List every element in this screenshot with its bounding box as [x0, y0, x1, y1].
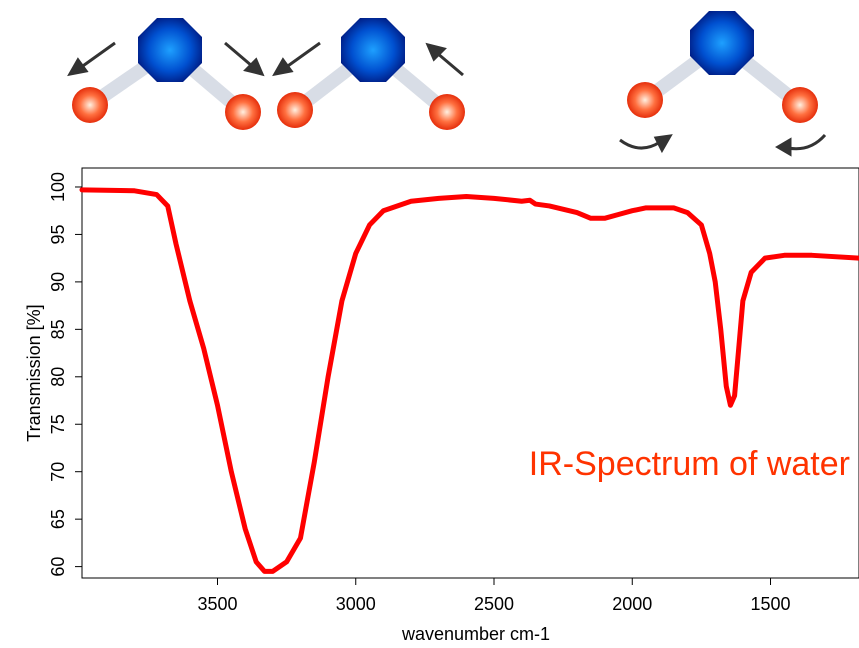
x-axis-title: wavenumber cm-1: [401, 624, 550, 644]
y-tick-label: 65: [48, 509, 68, 529]
y-tick-label: 75: [48, 414, 68, 434]
y-tick-label: 100: [48, 172, 68, 202]
arrows: [67, 41, 827, 157]
plot-frame: [81, 167, 859, 579]
molecules: [67, 11, 827, 157]
y-tick-label: 80: [48, 367, 68, 387]
x-tick-label: 1500: [750, 594, 790, 614]
atoms: [72, 11, 818, 130]
y-tick-label: 70: [48, 462, 68, 482]
annotation: IR-Spectrum of water: [529, 445, 850, 483]
spectrum-line: [79, 187, 859, 574]
y-tick-label: 85: [48, 319, 68, 339]
x-tick-label: 2500: [474, 594, 514, 614]
x-tick-label: 2000: [612, 594, 652, 614]
y-tick-label: 90: [48, 272, 68, 292]
x-tick-label: 3500: [197, 594, 237, 614]
x-tick-label: 3000: [336, 594, 376, 614]
y-tick-label: 95: [48, 224, 68, 244]
y-tick-label: 60: [48, 557, 68, 577]
y-axis-title: Transmission [%]: [24, 304, 44, 441]
